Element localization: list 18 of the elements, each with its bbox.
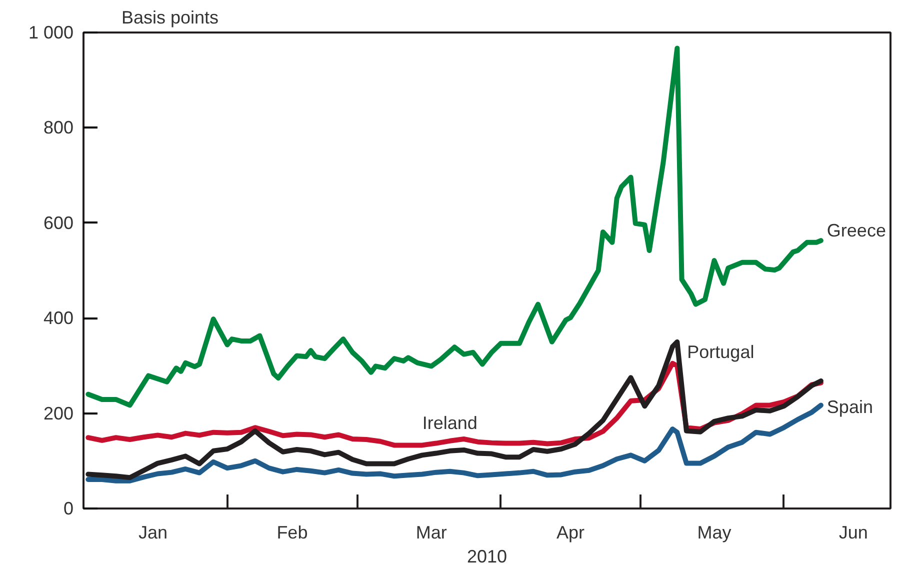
y-tick-label: 200: [43, 403, 74, 424]
y-tick-label: 400: [43, 308, 74, 328]
y-axis-title: Basis points: [122, 8, 219, 28]
x-tick-label: May: [697, 522, 732, 542]
y-tick-label: 0: [63, 498, 74, 518]
x-tick-label: Apr: [556, 522, 584, 542]
y-tick-label: 600: [43, 212, 74, 233]
x-tick-label: Jan: [138, 522, 168, 542]
series-label: Spain: [826, 397, 873, 418]
x-tick-label: Jun: [838, 522, 868, 542]
series-label: Ireland: [422, 412, 478, 433]
x-axis-title: 2010: [466, 546, 508, 565]
series-label: Greece: [826, 220, 886, 241]
y-tick-label: 800: [43, 118, 74, 138]
x-tick-label: Mar: [416, 522, 447, 542]
series-label: Portugal: [687, 342, 754, 362]
x-tick-label: Feb: [276, 522, 308, 542]
y-tick-label: 1 000: [28, 22, 74, 42]
